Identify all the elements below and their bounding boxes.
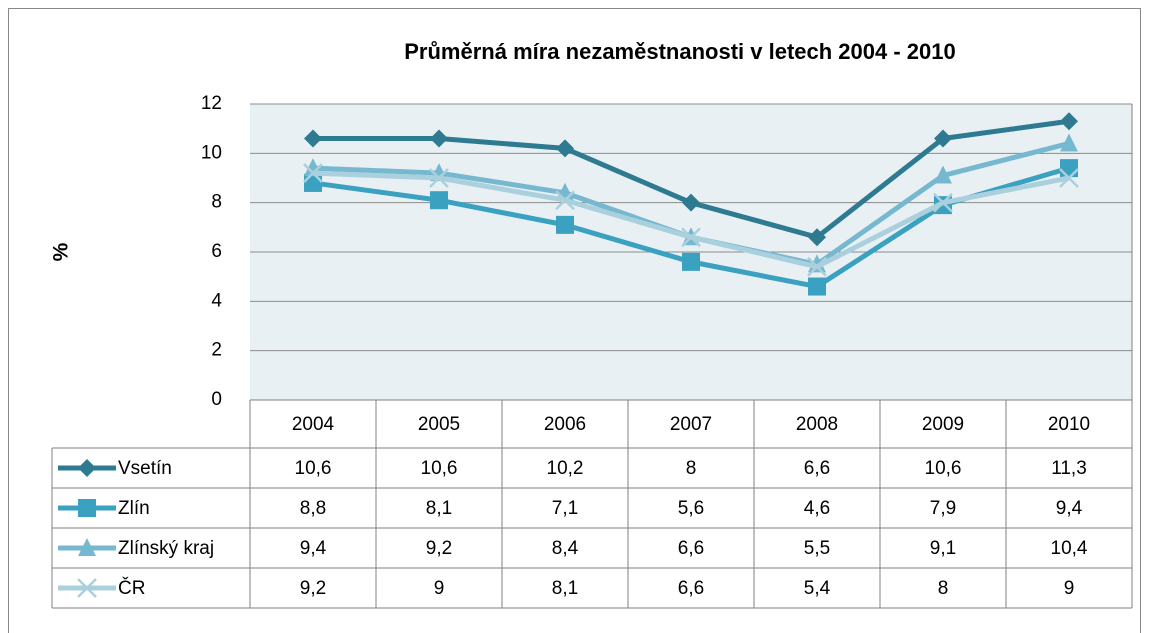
marker (556, 139, 574, 158)
table-value: 4,6 (804, 498, 830, 519)
table-value: 10,4 (1051, 538, 1088, 559)
y-tick-label: 12 (201, 93, 222, 114)
table-value: 10,6 (421, 458, 458, 479)
y-tick-label: 2 (211, 340, 222, 361)
x-tick-label: 2010 (1048, 414, 1090, 435)
marker (78, 538, 96, 556)
table-value: 8,1 (552, 578, 578, 599)
legend-label: Zlín (118, 498, 150, 519)
table-value: 8 (686, 458, 697, 479)
marker (77, 578, 97, 598)
marker (808, 277, 826, 296)
marker (933, 192, 953, 213)
x-tick-label: 2008 (796, 414, 838, 435)
marker (303, 163, 323, 183)
table-value: 8,8 (300, 498, 326, 519)
marker (1060, 133, 1078, 152)
table-value: 9,1 (930, 538, 956, 559)
x-tick-label: 2004 (292, 414, 335, 435)
marker (555, 190, 575, 211)
table-value: 5,5 (804, 538, 830, 559)
table-value: 9,2 (300, 578, 326, 599)
table-value: 11,3 (1051, 458, 1087, 479)
chart-title: Průměrná míra nezaměstnanosti v letech 2… (404, 39, 955, 64)
legend-label: Vsetín (118, 458, 172, 479)
table-value: 5,4 (804, 578, 831, 599)
marker (808, 228, 826, 247)
table-value: 9,2 (426, 538, 452, 559)
y-tick-label: 0 (211, 389, 222, 410)
marker (304, 129, 322, 148)
table-value: 8,1 (426, 498, 452, 519)
y-axis-label: % (50, 242, 73, 261)
table-value: 9 (434, 578, 445, 599)
table-value: 6,6 (678, 578, 704, 599)
marker (430, 191, 448, 210)
y-tick-label: 4 (211, 290, 222, 311)
marker (430, 129, 448, 148)
table-value: 10,2 (547, 458, 584, 479)
marker (304, 173, 322, 192)
table-value: 6,6 (804, 458, 830, 479)
y-tick-label: 8 (211, 192, 222, 213)
marker (78, 499, 96, 517)
y-tick-label: 6 (211, 241, 222, 262)
table-value: 8,4 (552, 538, 579, 559)
marker (682, 252, 700, 271)
x-tick-label: 2007 (670, 414, 712, 435)
table-value: 5,6 (678, 498, 704, 519)
marker (1060, 159, 1078, 178)
table-value: 9 (1064, 578, 1075, 599)
marker (78, 459, 96, 477)
marker (556, 215, 574, 234)
marker (682, 193, 700, 212)
table-value: 9,4 (300, 538, 327, 559)
table-value: 10,6 (295, 458, 332, 479)
x-tick-label: 2006 (544, 414, 586, 435)
table-value: 7,1 (552, 498, 578, 519)
marker (1060, 112, 1078, 131)
x-tick-label: 2009 (922, 414, 964, 435)
table-value: 10,6 (925, 458, 962, 479)
marker (681, 227, 701, 248)
x-tick-label: 2005 (418, 414, 460, 435)
legend-label: Zlínský kraj (118, 538, 214, 559)
marker (1059, 168, 1079, 188)
marker (429, 168, 449, 188)
table-value: 6,6 (678, 538, 704, 559)
marker (807, 256, 827, 277)
table-value: 9,4 (1056, 498, 1083, 519)
table-value: 8 (938, 578, 949, 599)
marker (934, 129, 952, 148)
legend-label: ČR (118, 577, 145, 599)
marker (934, 165, 952, 184)
y-tick-label: 10 (201, 142, 222, 163)
table-value: 7,9 (930, 498, 956, 519)
